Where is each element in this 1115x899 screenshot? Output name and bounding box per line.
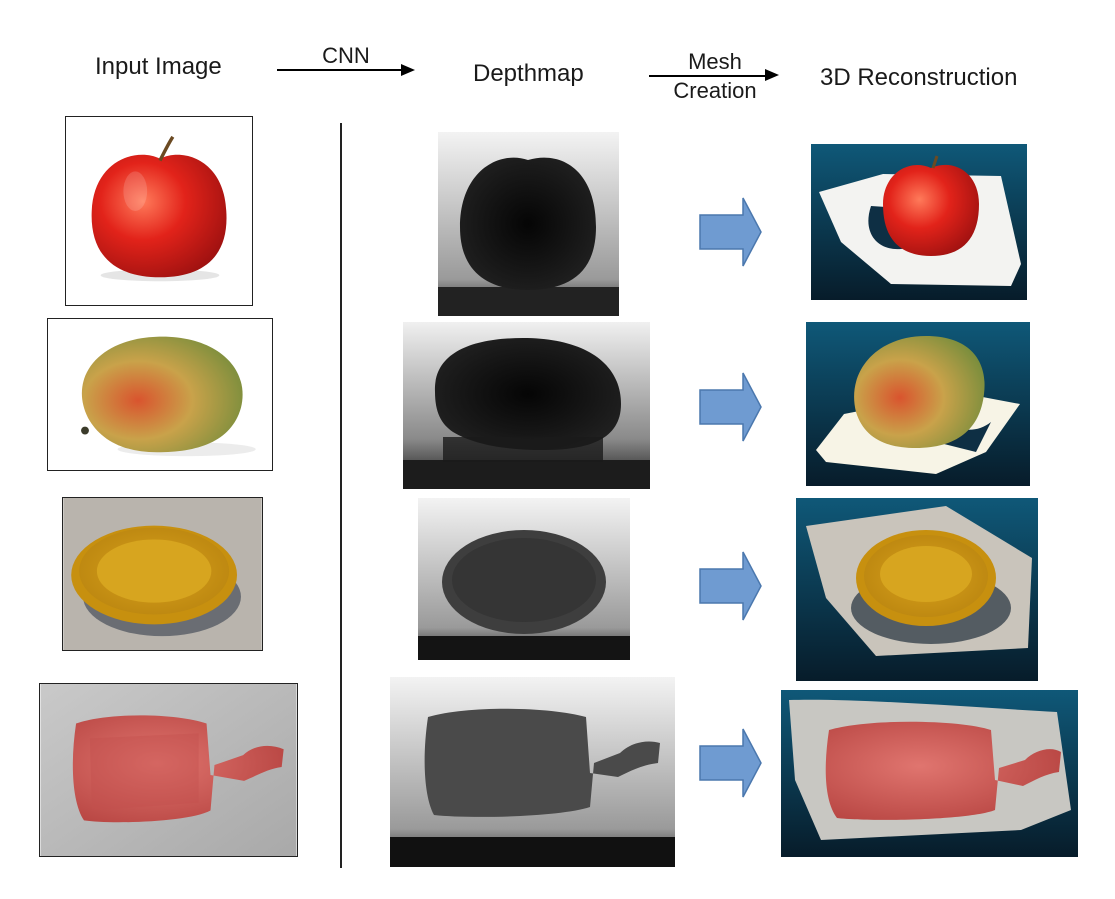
mango-3d-reconstruction-icon	[806, 322, 1030, 486]
hot-water-bottle-depthmap-icon	[390, 677, 675, 867]
apple-input-image	[65, 116, 253, 306]
mango-depthmap-icon	[403, 322, 650, 489]
plate-depthmap-icon	[418, 498, 630, 660]
hot-water-bottle-input-image	[39, 683, 298, 857]
depthmap-header: Depthmap	[473, 60, 584, 87]
apple-3d-reconstruction-icon	[811, 144, 1027, 300]
input-image-header: Input Image	[95, 53, 222, 80]
apple-3d-reconstruction	[811, 144, 1027, 300]
hot-water-bottle-mesh-arrow-icon	[699, 728, 762, 798]
plate-photo-icon	[63, 498, 262, 650]
creation-label: Creation	[673, 78, 757, 103]
apple-mesh-arrow-icon	[699, 197, 762, 267]
hot-water-bottle-3d-reconstruction	[781, 690, 1078, 857]
mesh-label: Mesh	[688, 49, 742, 74]
apple-photo-icon	[66, 117, 252, 305]
column-divider	[340, 123, 342, 868]
hot-water-bottle-3d-reconstruction-icon	[781, 690, 1078, 857]
cnn-arrow	[277, 69, 403, 71]
cnn-label: CNN	[322, 43, 370, 68]
plate-mesh-arrow-icon	[699, 551, 762, 621]
plate-depthmap	[418, 498, 630, 660]
cnn-arrow-head	[401, 64, 415, 76]
mango-input-image	[47, 318, 273, 471]
plate-input-image	[62, 497, 263, 651]
mango-mesh-arrow-icon	[699, 372, 762, 442]
hot-water-bottle-depthmap	[390, 677, 675, 867]
mango-depthmap	[403, 322, 650, 489]
mesh-creation-arrow	[649, 75, 765, 77]
reconstruction-header: 3D Reconstruction	[820, 64, 1018, 91]
mesh-creation-arrow-head	[765, 69, 779, 81]
hot-water-bottle-photo-icon	[40, 684, 297, 856]
apple-depthmap	[438, 132, 619, 316]
mango-3d-reconstruction	[806, 322, 1030, 486]
plate-3d-reconstruction	[796, 498, 1038, 681]
mango-photo-icon	[48, 319, 272, 470]
apple-depthmap-icon	[438, 132, 619, 316]
plate-3d-reconstruction-icon	[796, 498, 1038, 681]
